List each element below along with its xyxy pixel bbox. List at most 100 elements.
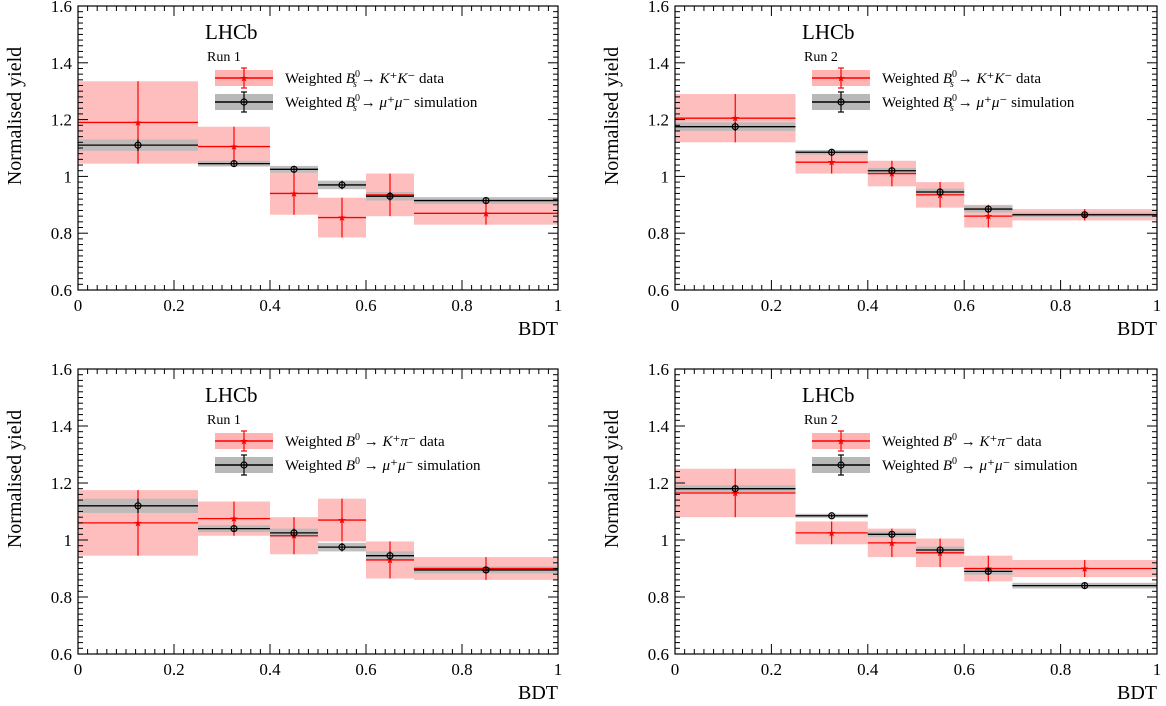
y-tick-label: 1 [64,531,73,550]
y-axis-label: Normalised yield [601,410,623,548]
simulation-point-2 [230,160,238,168]
y-tick-label: 0.8 [51,588,72,607]
simulation-point-2 [828,512,836,520]
legend-label-sim: Weighted B0 → μ⁺μ⁻ simulation [285,456,481,474]
y-tick-label: 0.6 [51,281,72,300]
x-axis-label: BDT [518,318,558,340]
run-label: Run 2 [804,50,838,65]
legend-sim-prefix: Weighted [882,458,943,474]
legend-sim-final: μ⁺μ⁻ [975,95,1007,111]
y-axis-label: Normalised yield [4,410,26,548]
simulation-point-3 [888,167,896,175]
y-tick-label: 1.4 [51,54,73,73]
simulation-point-3 [888,530,896,538]
simulation-point-5 [386,552,394,560]
legend-data-prefix: Weighted [882,434,943,450]
legend-label-sim: Weighted B0 → μ⁺μ⁻ simulation [882,456,1078,474]
simulation-point-4 [338,543,346,551]
experiment-label: LHCb [802,20,855,44]
x-tick-label: 0.4 [259,296,281,315]
series-simulation-marks [675,485,1157,590]
x-tick-label: 0.4 [259,660,281,679]
chart-panel-1: ★ ★ ★ ★ ★ ★ 0 0.2 0.4 0.6 0.8 1 0.6 0.8 1 1.2 1.4 1.6 BDT N… [4,0,562,340]
simulation-point-6 [1081,581,1089,590]
legend-data-final: K⁺K⁻ [975,71,1012,87]
y-tick-label: 1.6 [51,0,72,16]
data-point-4: ★ [338,516,347,527]
data-point-4: ★ [338,213,347,224]
legend-data-arrow: → [954,71,977,87]
legend-data-sup: 0 [952,69,957,80]
data-point-2: ★ [230,142,239,153]
legend-sim-suffix: simulation [1010,458,1078,474]
y-tick-label: 0.6 [51,645,72,664]
simulation-point-1 [134,141,142,149]
experiment-label: LHCb [205,20,258,44]
legend-label-data: Weighted B0 s → K⁺K⁻ data [285,69,444,90]
legend-marker-sim [240,461,248,469]
data-point-4: ★ [936,190,945,201]
data-point-4: ★ [936,548,945,559]
y-tick-label: 1 [661,531,670,550]
y-tick-label: 1 [661,167,670,186]
legend-data-particle: B [346,434,355,450]
y-tick-label: 1.2 [648,474,669,493]
legend-data-final: K⁺π⁻ [979,434,1013,450]
data-point-1: ★ [134,118,143,129]
legend-sim-sup: 0 [952,456,957,467]
x-tick-label: 0.6 [355,296,376,315]
simulation-point-1 [134,502,142,510]
data-point-6: ★ [482,209,491,220]
simulation-point-6 [482,566,490,574]
legend-data-particle: B [943,71,952,87]
legend-label-sim: Weighted B0 s → μ⁺μ⁻ simulation [882,93,1075,114]
y-tick-label: 1.2 [648,111,669,130]
legend-marker-sim [240,98,248,106]
y-tick-label: 1.2 [51,111,72,130]
y-tick-label: 1.4 [648,54,670,73]
legend-sim-particle: B [943,458,952,474]
data-point-2: ★ [827,158,836,169]
y-tick-label: 1.2 [51,474,72,493]
legend-sim-sup: 0 [355,456,360,467]
x-axis-label: BDT [1117,682,1157,704]
legend-data-sup: 0 [355,69,360,80]
x-tick-label: 0.4 [857,296,879,315]
y-tick-label: 0.8 [51,224,72,243]
legend-sim-suffix: simulation [413,458,481,474]
y-tick-label: 1 [64,167,73,186]
experiment-label: LHCb [802,383,855,407]
data-point-3: ★ [887,538,896,549]
legend-label-data: Weighted B0 → K⁺π⁻ data [882,432,1042,450]
legend-sim-final: μ⁺μ⁻ [979,458,1011,474]
y-tick-label: 0.6 [648,281,669,300]
x-tick-label: 0.2 [163,296,184,315]
legend-sim-arrow: → [357,95,380,111]
y-tick-label: 0.6 [648,645,669,664]
legend-data-suffix: data [415,71,444,87]
simulation-point-2 [828,148,836,156]
plot-frame [674,5,1158,291]
simulation-point-5 [984,567,992,575]
data-point-2: ★ [230,514,239,525]
x-tick-label: 0.4 [857,660,879,679]
legend-sim-prefix: Weighted [285,458,346,474]
x-tick-label: 0.6 [355,660,376,679]
legend-sim-prefix: Weighted [882,95,943,111]
x-axis-label: BDT [518,682,558,704]
y-tick-label: 1.6 [648,360,669,379]
x-tick-label: 0.2 [163,660,184,679]
legend-data-sup: 0 [355,432,360,443]
x-tick-label: 0.2 [761,660,782,679]
legend-data-suffix: data [416,434,445,450]
legend-sim-arrow: → [957,458,980,474]
x-axis-label: BDT [1117,318,1157,340]
legend-data-arrow: → [957,434,980,450]
simulation-point-1 [731,485,739,493]
simulation-point-5 [386,192,394,200]
y-axis-label: Normalised yield [601,47,623,185]
legend-marker-data: ★ [240,437,249,448]
x-tick-label: 0.2 [761,296,782,315]
